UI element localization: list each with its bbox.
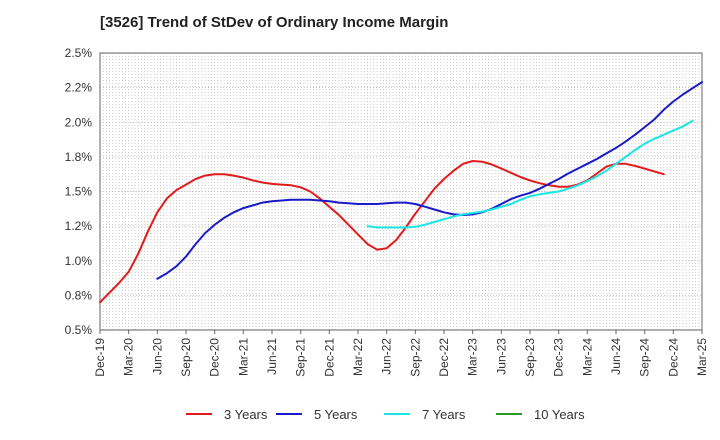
- y-tick-label: 2.5%: [65, 46, 93, 60]
- x-tick-label: Dec-19: [93, 338, 107, 377]
- x-tick-label: Dec-24: [666, 338, 680, 377]
- y-tick-label: 0.8%: [65, 288, 93, 302]
- legend-label-3-years: 3 Years: [224, 407, 268, 422]
- y-tick-label: 1.5%: [65, 185, 93, 199]
- y-tick-label: 1.0%: [65, 254, 93, 268]
- x-tick-label: Sep-21: [294, 338, 308, 377]
- x-tick-label: Mar-23: [466, 338, 480, 376]
- x-tick-label: Mar-21: [236, 338, 250, 376]
- x-tick-label: Dec-22: [437, 338, 451, 377]
- x-tick-label: Mar-22: [351, 338, 365, 376]
- y-tick-label: 1.8%: [65, 150, 93, 164]
- y-tick-label: 0.5%: [65, 323, 93, 337]
- x-tick-label: Mar-20: [122, 338, 136, 376]
- x-tick-label: Sep-20: [179, 338, 193, 377]
- x-tick-label: Sep-22: [408, 338, 422, 377]
- x-tick-label: Mar-24: [580, 338, 594, 376]
- x-tick-label: Jun-23: [494, 338, 508, 375]
- y-tick-label: 1.2%: [65, 219, 93, 233]
- plot-area-border: [99, 52, 703, 331]
- legend-label-7-years: 7 Years: [422, 407, 466, 422]
- x-tick-label: Sep-23: [523, 338, 537, 377]
- series-line-7-years: [366, 119, 694, 229]
- x-tick-label: Dec-23: [552, 338, 566, 377]
- chart-title: [3526] Trend of StDev of Ordinary Income…: [100, 14, 449, 31]
- x-tick-label: Jun-22: [380, 338, 394, 375]
- x-tick-label: Dec-21: [322, 338, 336, 377]
- x-tick-label: Jun-20: [150, 338, 164, 375]
- legend-label-5-years: 5 Years: [314, 407, 358, 422]
- x-tick-label: Dec-20: [208, 338, 222, 377]
- x-tick-label: Mar-25: [695, 338, 709, 376]
- series-line-5-years: [156, 81, 703, 280]
- legend-label-10-years: 10 Years: [534, 407, 585, 422]
- y-tick-label: 2.2%: [65, 81, 93, 95]
- x-tick-label: Sep-24: [638, 338, 652, 377]
- series-line-3-years: [99, 160, 665, 304]
- x-tick-label: Jun-21: [265, 338, 279, 375]
- y-tick-label: 2.0%: [65, 115, 93, 129]
- x-tick-label: Jun-24: [609, 338, 623, 375]
